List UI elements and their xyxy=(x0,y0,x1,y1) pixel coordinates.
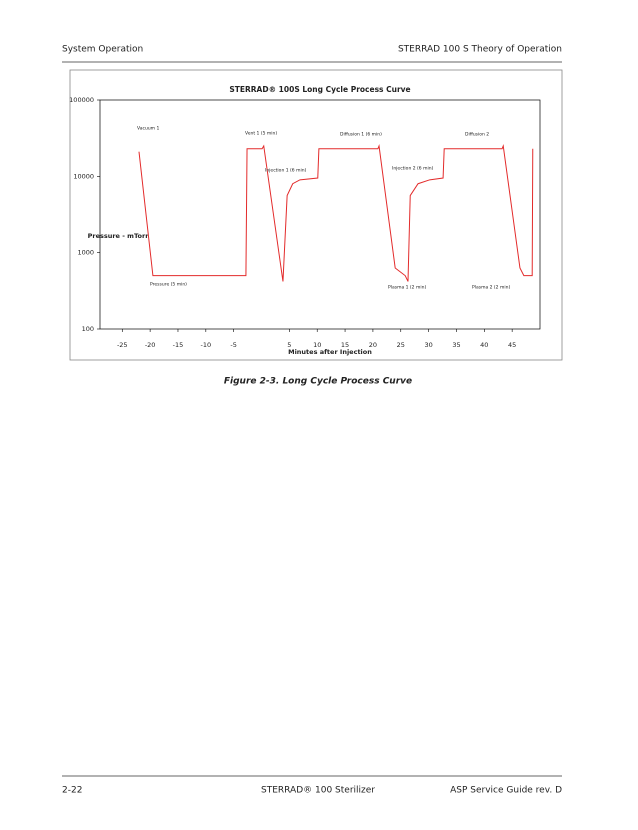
y-tick-label: 100 xyxy=(82,325,94,333)
plot-area xyxy=(99,99,541,330)
annotation: Vacuum 1 xyxy=(137,126,159,132)
x-axis-label: Minutes after Injection xyxy=(288,348,372,356)
x-tick-label: -5 xyxy=(230,341,236,349)
annotation: Plasma 2 (2 min) xyxy=(472,285,510,291)
x-tick-label: 40 xyxy=(480,341,488,349)
y-axis-label: Pressure - mTorr xyxy=(88,232,150,240)
x-tick-label: -15 xyxy=(173,341,184,349)
x-tick-label: 25 xyxy=(397,341,405,349)
footer-left: 2-22 xyxy=(62,786,82,796)
x-tick-label: 5 xyxy=(287,341,291,349)
y-tick-label: 10000 xyxy=(73,172,94,180)
annotation: Injection 1 (6 min) xyxy=(265,168,307,174)
x-tick-label: 45 xyxy=(508,341,516,349)
annotation: Injection 2 (6 min) xyxy=(392,166,434,172)
chart-title: STERRAD® 100S Long Cycle Process Curve xyxy=(229,85,410,94)
x-tick-label: 15 xyxy=(341,341,349,349)
pressure-line xyxy=(138,144,534,282)
x-tick-label: 20 xyxy=(369,341,377,349)
x-tick-label: -20 xyxy=(145,341,156,349)
annotation: Diffusion 2 xyxy=(465,132,489,138)
figure-caption: Figure 2-3. Long Cycle Process Curve xyxy=(224,377,412,387)
x-tick-label: -25 xyxy=(117,341,128,349)
x-tick-label: 35 xyxy=(452,341,460,349)
x-tick-label: 30 xyxy=(424,341,432,349)
annotation: Pressure (5 min) xyxy=(150,282,187,288)
footer-center: STERRAD® 100 Sterilizer xyxy=(261,786,375,796)
header-left: System Operation xyxy=(62,45,143,55)
y-tick-label: 1000 xyxy=(77,249,94,257)
annotation: Vent 1 (5 min) xyxy=(245,131,277,137)
annotation: Diffusion 1 (6 min) xyxy=(340,132,382,138)
footer-right: ASP Service Guide rev. D xyxy=(450,786,562,796)
header-right: STERRAD 100 S Theory of Operation xyxy=(398,45,562,55)
figure-frame xyxy=(69,69,563,361)
annotation: Plasma 1 (2 min) xyxy=(388,285,426,291)
y-tick-label: 100000 xyxy=(69,96,94,104)
x-tick-label: 10 xyxy=(313,341,321,349)
x-tick-label: -10 xyxy=(201,341,212,349)
